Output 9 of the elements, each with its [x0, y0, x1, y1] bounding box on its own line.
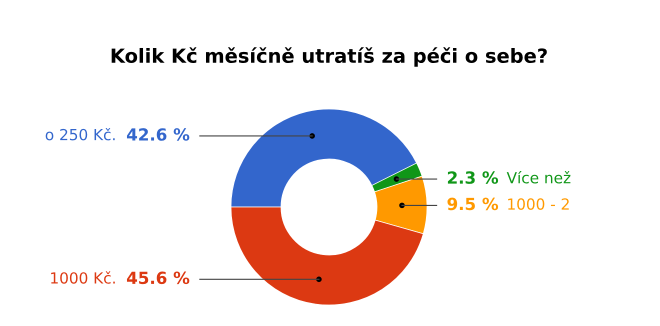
data-label: 2.3 %: [448, 171, 498, 184]
data-label: 45.6 %: [126, 272, 190, 284]
data-label: 42.6 %: [126, 128, 190, 141]
data-label: 9.5 %: [447, 198, 498, 210]
slice-label: Více než: [506, 171, 570, 184]
slice-label: 1000 - 2: [508, 198, 569, 210]
slice-label: o 250 Kč.: [46, 128, 115, 140]
chart-title: Kolik Kč měsíčně utratíš za péči o sebe?: [112, 47, 547, 67]
slice-label: 1000 Kč.: [51, 271, 115, 284]
